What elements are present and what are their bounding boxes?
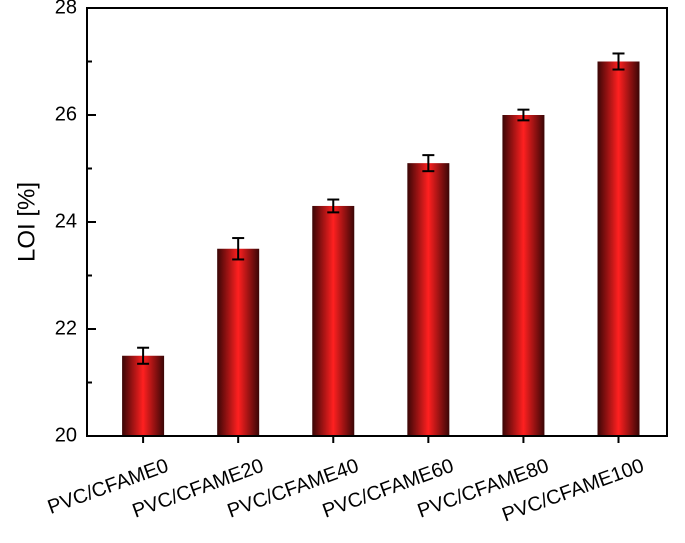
error-bar [232, 237, 245, 261]
error-bar [327, 198, 340, 214]
y-tick-label: 24 [55, 210, 77, 232]
bar [597, 61, 640, 436]
bar [122, 355, 165, 436]
bar [502, 115, 545, 436]
error-bar [612, 52, 625, 71]
y-tick-label: 28 [55, 0, 77, 18]
bar [312, 205, 355, 436]
error-bar [137, 346, 150, 365]
bar [217, 248, 260, 436]
y-axis-label: LOI [%] [13, 182, 40, 262]
y-tick-label: 22 [55, 317, 77, 339]
error-bar [517, 108, 530, 122]
bar [407, 163, 450, 436]
plot-frame [86, 7, 668, 437]
y-tick-label: 26 [55, 103, 77, 125]
error-bar [422, 154, 435, 173]
y-tick-label: 20 [55, 424, 77, 446]
